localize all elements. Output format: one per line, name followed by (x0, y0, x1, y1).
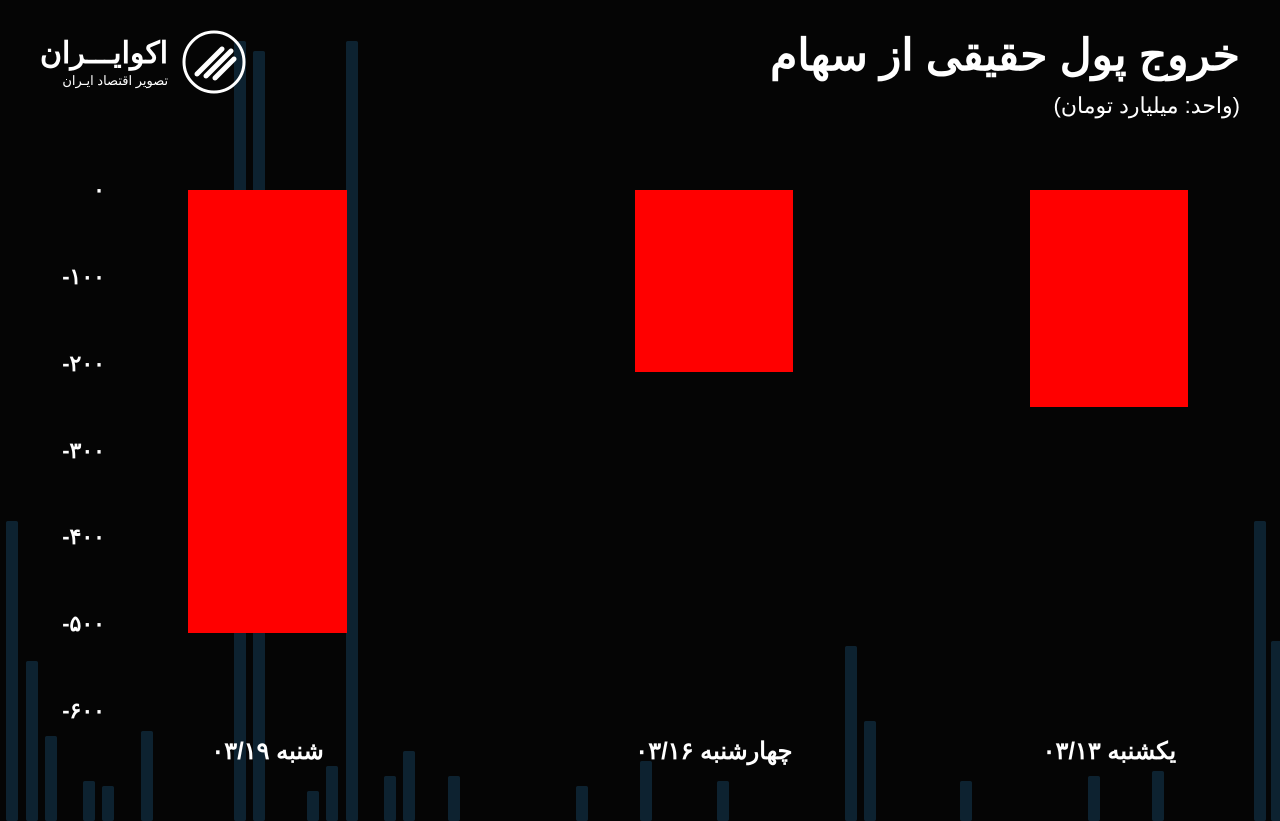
brand-text: اکوایـــران تصویر اقتصاد ایـران (40, 36, 168, 89)
bg-bar (1088, 776, 1100, 821)
x-axis-label: شنبه ۰۳/۱۹ (211, 737, 323, 766)
bg-bar (102, 786, 114, 821)
brand-name: اکوایـــران (40, 36, 168, 71)
bg-bar (307, 791, 319, 821)
plot-area: ۰-۱۰۰-۲۰۰-۳۰۰-۴۰۰-۵۰۰-۶۰۰شنبه ۰۳/۱۹چهارش… (115, 190, 1245, 711)
bg-bar (576, 786, 588, 821)
bg-bar (448, 776, 460, 821)
page: خروج پول حقیقی از سهام (واحد: میلیارد تو… (0, 0, 1280, 821)
bar-group: چهارشنبه ۰۳/۱۶ (635, 190, 793, 711)
chart-bar (635, 190, 793, 372)
brand-logo-icon (182, 30, 246, 94)
y-tick-label: ۰ (50, 177, 105, 203)
bg-bar (83, 781, 95, 821)
y-tick-label: -۶۰۰ (50, 698, 105, 724)
brand-block: اکوایـــران تصویر اقتصاد ایـران (40, 30, 246, 94)
x-axis-label: چهارشنبه ۰۳/۱۶ (635, 737, 792, 766)
bg-bar (1271, 641, 1280, 821)
x-axis-label: یکشنبه ۰۳/۱۳ (1043, 737, 1177, 766)
bar-group: یکشنبه ۰۳/۱۳ (1030, 190, 1188, 711)
bg-bar (960, 781, 972, 821)
chart-bar (1030, 190, 1188, 407)
chart-title: خروج پول حقیقی از سهام (770, 30, 1240, 83)
y-tick-label: -۳۰۰ (50, 438, 105, 464)
chart-subtitle: (واحد: میلیارد تومان) (770, 93, 1240, 119)
bar-chart: ۰-۱۰۰-۲۰۰-۳۰۰-۴۰۰-۵۰۰-۶۰۰شنبه ۰۳/۱۹چهارش… (50, 190, 1245, 781)
y-tick-label: -۲۰۰ (50, 351, 105, 377)
bar-group: شنبه ۰۳/۱۹ (188, 190, 346, 711)
chart-bar (188, 190, 346, 633)
y-tick-label: -۵۰۰ (50, 611, 105, 637)
bg-bar (717, 781, 729, 821)
header: خروج پول حقیقی از سهام (واحد: میلیارد تو… (40, 30, 1240, 119)
bg-bar (26, 661, 38, 821)
y-tick-label: -۱۰۰ (50, 264, 105, 290)
y-tick-label: -۴۰۰ (50, 524, 105, 550)
title-block: خروج پول حقیقی از سهام (واحد: میلیارد تو… (770, 30, 1240, 119)
bg-bar (1254, 521, 1266, 821)
bg-bar (384, 776, 396, 821)
brand-tagline: تصویر اقتصاد ایـران (40, 73, 168, 89)
bg-bar (6, 521, 18, 821)
